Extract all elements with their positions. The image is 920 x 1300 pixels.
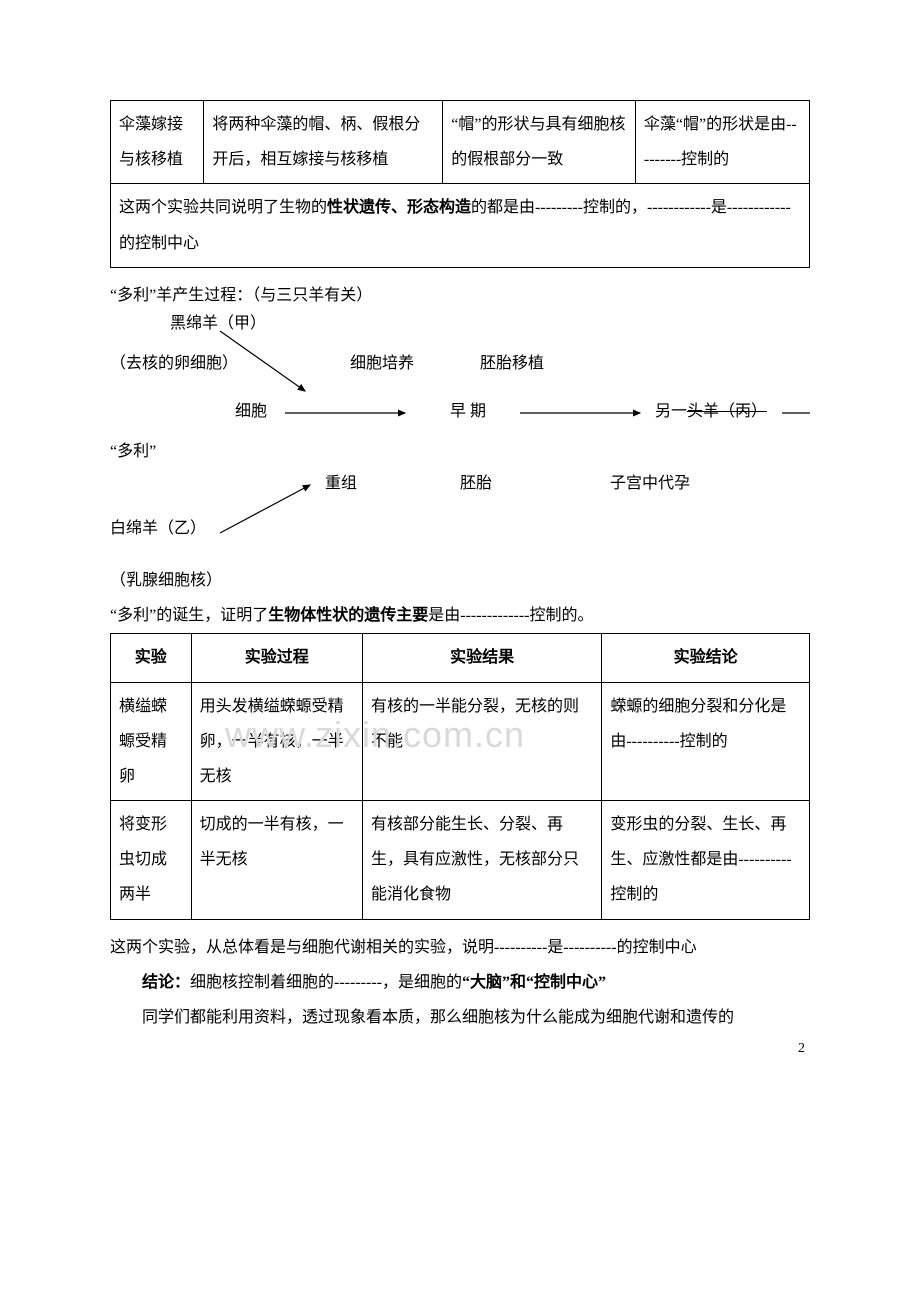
cell: 横缢蝾螈受精卵 (111, 682, 192, 801)
label-surrogate: 子宫中代孕 (610, 473, 690, 495)
dolly-intro: “多利”羊产生过程：（与三只羊有关） (110, 278, 810, 313)
label-mammary: （乳腺细胞核） (110, 563, 810, 598)
header-process: 实验过程 (191, 634, 362, 682)
cell-conclusion: 伞藻“帽”的形状是由---------控制的 (635, 101, 809, 184)
table-experiments-1: 伞藻嫁接与核移植 将两种伞藻的帽、柄、假根分开后，相互嫁接与核移植 “帽”的形状… (110, 100, 810, 268)
table-row: 横缢蝾螈受精卵 用头发横缢蝾螈受精卵，一半有核，一半无核 有核的一半能分裂，无核… (111, 682, 810, 801)
table-row: 将变形虫切成两半 切成的一半有核，一半无核 有核部分能生长、分裂、再生，具有应激… (111, 801, 810, 920)
cell-process: 将两种伞藻的帽、柄、假根分开后，相互嫁接与核移植 (204, 101, 443, 184)
table-header-row: 实验 实验过程 实验结果 实验结论 (111, 634, 810, 682)
cell: 切成的一半有核，一半无核 (191, 801, 362, 920)
dolly-diagram: 黑绵羊（甲） （去核的卵细胞） 细胞培养 胚胎移植 细胞 早 期 另一头羊（丙）… (110, 313, 810, 563)
label-dolly: “多利” (110, 441, 156, 463)
cell-summary: 这两个实验共同说明了生物的性状遗传、形态构造的都是由---------控制的，-… (111, 184, 810, 267)
cell-result: “帽”的形状与具有细胞核的假根部分一致 (443, 101, 636, 184)
table-row: 伞藻嫁接与核移植 将两种伞藻的帽、柄、假根分开后，相互嫁接与核移植 “帽”的形状… (111, 101, 810, 184)
cell: 有核的一半能分裂，无核的则不能 (362, 682, 601, 801)
dolly-conclusion: “多利”的诞生，证明了生物体性状的遗传主要是由-------------控制的。 (110, 598, 810, 633)
label-denucleated: （去核的卵细胞） (110, 353, 238, 375)
label-cell: 细胞 (235, 401, 267, 423)
label-another-sheep: 另一头羊（丙） (655, 401, 767, 423)
label-embryo-transplant: 胚胎移植 (480, 353, 544, 375)
header-result: 实验结果 (362, 634, 601, 682)
cell-experiment: 伞藻嫁接与核移植 (111, 101, 204, 184)
label-black-sheep: 黑绵羊（甲） (170, 313, 266, 335)
cell: 蝾螈的细胞分裂和分化是由----------控制的 (602, 682, 810, 801)
cell: 用头发横缢蝾螈受精卵，一半有核，一半无核 (191, 682, 362, 801)
cell: 有核部分能生长、分裂、再生，具有应激性，无核部分只能消化食物 (362, 801, 601, 920)
para-followup: 同学们都能利用资料，透过现象看本质，那么细胞核为什么能成为细胞代谢和遗传的 (110, 1000, 810, 1035)
table-experiments-2: 实验 实验过程 实验结果 实验结论 横缢蝾螈受精卵 用头发横缢蝾螈受精卵，一半有… (110, 633, 810, 919)
label-white-sheep: 白绵羊（乙） (110, 518, 206, 540)
diagram-arrows (110, 313, 810, 563)
cell: 变形虫的分裂、生长、再生、应激性都是由----------控制的 (602, 801, 810, 920)
label-cell-culture: 细胞培养 (350, 353, 414, 375)
document-page: 伞藻嫁接与核移植 将两种伞藻的帽、柄、假根分开后，相互嫁接与核移植 “帽”的形状… (0, 0, 920, 1095)
para-conclusion: 结论：细胞核控制着细胞的---------，是细胞的“大脑”和“控制中心” (110, 965, 810, 1000)
label-recomb: 重组 (325, 473, 357, 495)
label-embryo: 胚胎 (460, 473, 492, 495)
table-row: 这两个实验共同说明了生物的性状遗传、形态构造的都是由---------控制的，-… (111, 184, 810, 267)
para-two-exp: 这两个实验，从总体看是与细胞代谢相关的实验，说明----------是-----… (110, 930, 810, 965)
label-early: 早 期 (450, 401, 486, 423)
cell: 将变形虫切成两半 (111, 801, 192, 920)
header-experiment: 实验 (111, 634, 192, 682)
page-number: 2 (798, 1034, 805, 1065)
header-conclusion: 实验结论 (602, 634, 810, 682)
